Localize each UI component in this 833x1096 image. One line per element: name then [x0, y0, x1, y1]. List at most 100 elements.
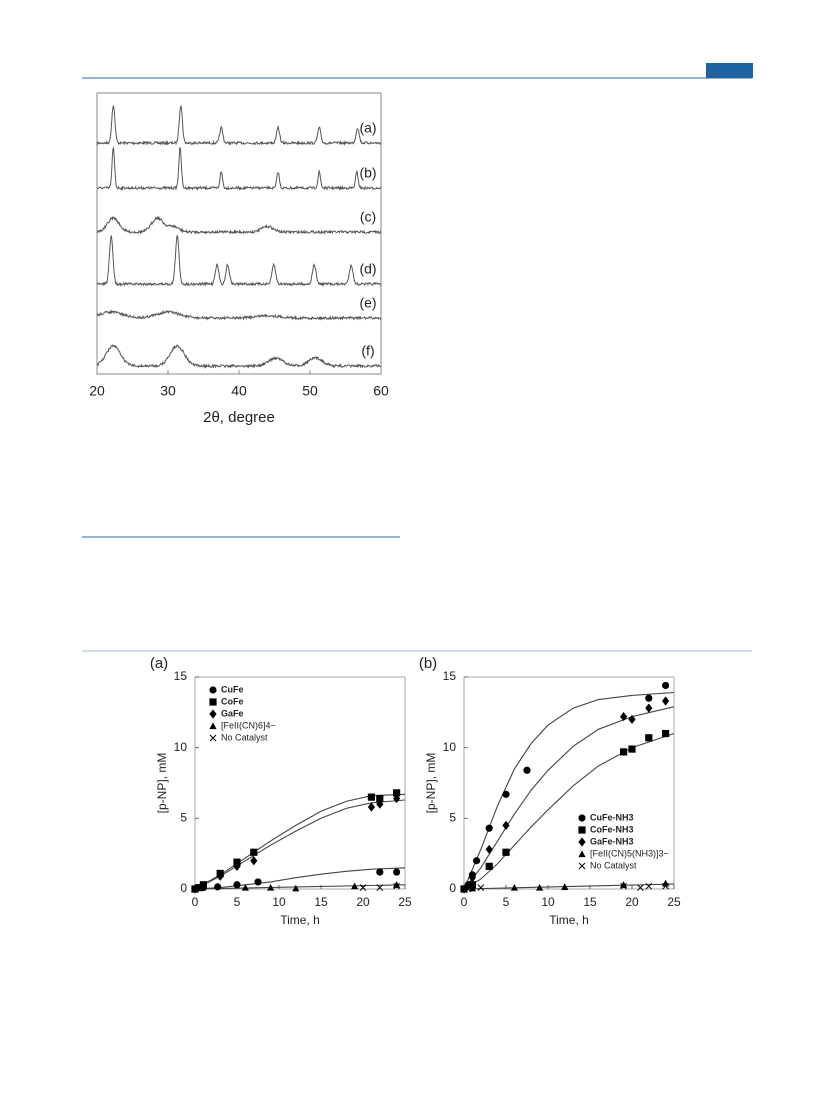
fit-curve [463, 706, 675, 890]
trace-label: (d) [359, 261, 376, 277]
x-axis-label: Time, h [280, 913, 320, 927]
marker [485, 844, 493, 855]
legend-label: No Catalyst [221, 732, 268, 742]
x-tick-label: 0 [461, 895, 468, 909]
y-tick-label: 15 [174, 669, 188, 683]
x-tick-label: 20 [625, 895, 639, 909]
x-tick-label: 5 [503, 895, 510, 909]
marker [376, 884, 384, 891]
x-tick-label: 10 [541, 895, 555, 909]
marker [367, 802, 375, 812]
marker [502, 848, 510, 856]
fit-curve [194, 793, 406, 890]
marker [477, 884, 485, 891]
marker [376, 794, 384, 803]
marker [191, 885, 199, 893]
fit-curve [463, 732, 675, 890]
y-tick-label: 15 [443, 669, 457, 683]
marker [393, 881, 401, 888]
marker [502, 820, 510, 830]
x-tick-label: 0 [192, 895, 199, 909]
marker [460, 885, 468, 893]
fit-curve [463, 691, 675, 890]
header-tab [706, 63, 753, 78]
trace [96, 235, 382, 287]
marker [662, 696, 670, 706]
marker [620, 711, 628, 722]
marker [645, 694, 653, 702]
trace-label: (c) [360, 209, 376, 225]
marker [393, 789, 401, 797]
legend-label: [FeII(CN)5(NH3)]3− [590, 848, 669, 858]
trace [96, 343, 382, 369]
marker [523, 766, 531, 774]
trace-label: (b) [359, 165, 376, 181]
y-tick-label: 5 [449, 811, 456, 825]
legend-label: CoFe [221, 696, 244, 706]
panel-label: (a) [150, 655, 168, 672]
marker [578, 837, 586, 847]
trace-label: (a) [359, 120, 376, 136]
marker [209, 734, 217, 742]
y-axis-label: [p-NP], mM [424, 753, 438, 814]
marker [214, 883, 222, 891]
peak [102, 218, 124, 232]
marker [209, 686, 217, 694]
marker [254, 878, 262, 886]
marker [199, 881, 207, 891]
marker [502, 790, 510, 798]
marker [578, 814, 586, 822]
marker [662, 729, 670, 738]
marker [393, 882, 400, 890]
marker [628, 745, 636, 753]
x-tick-label: 40 [231, 383, 247, 399]
x-tick-label: 25 [667, 895, 681, 909]
legend-label: CuFe [221, 684, 244, 694]
marker [620, 882, 627, 890]
marker [250, 848, 258, 856]
x-tick-label: 20 [89, 383, 105, 399]
fit-curve [194, 867, 406, 890]
marker [645, 734, 653, 742]
marker [267, 883, 275, 891]
plot-frame [194, 676, 406, 890]
marker [464, 885, 472, 893]
x-tick-label: 20 [356, 895, 370, 909]
plot-frame [463, 676, 675, 890]
trace [96, 215, 382, 235]
legend-label: CuFe-NH3 [590, 812, 634, 822]
marker [233, 861, 241, 871]
x-tick-label: 15 [583, 895, 597, 909]
legend-label: GaFe [221, 708, 244, 718]
trace [96, 104, 382, 147]
x-tick-label: 15 [314, 895, 328, 909]
legend-label: No Catalyst [590, 860, 637, 870]
marker [620, 881, 628, 888]
trace [96, 309, 382, 321]
marker [359, 884, 367, 891]
marker [209, 698, 217, 706]
y-axis-label: [p-NP], mM [155, 753, 169, 814]
marker [393, 868, 401, 876]
marker [209, 722, 217, 730]
marker [645, 703, 653, 713]
fit-curve [463, 883, 675, 890]
marker [367, 793, 375, 801]
peak [99, 346, 127, 366]
y-tick-label: 0 [449, 881, 456, 895]
marker [662, 681, 670, 690]
marker [578, 850, 586, 858]
marker [485, 824, 493, 832]
marker [292, 884, 300, 892]
marker [241, 883, 249, 891]
trace [96, 146, 382, 192]
marker [637, 884, 644, 891]
trace-label: (f) [361, 343, 374, 359]
marker [195, 883, 203, 892]
y-tick-label: 10 [443, 740, 457, 754]
x-tick-label: 60 [373, 383, 389, 399]
marker [209, 709, 217, 719]
legend-label: CoFe-NH3 [590, 824, 634, 834]
fit-curve [194, 884, 406, 890]
